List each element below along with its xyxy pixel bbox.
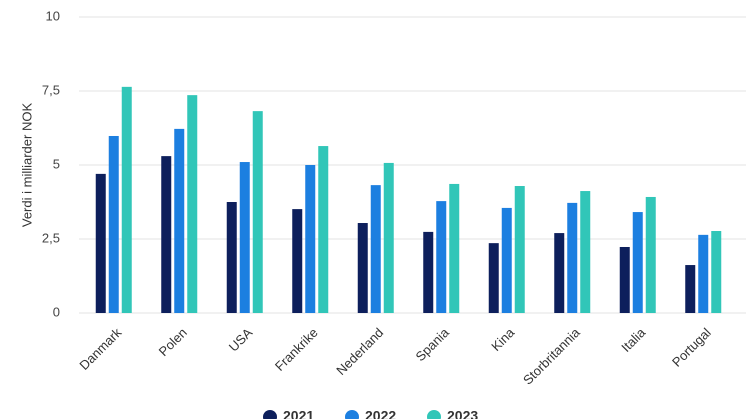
y-tick-label: 5: [53, 156, 60, 171]
bar: [645, 196, 656, 313]
bar: [121, 86, 132, 313]
bar: [292, 209, 303, 313]
y-tick-label: 0: [53, 304, 60, 319]
bar: [383, 162, 394, 313]
x-tick-label: Danmark: [76, 325, 124, 373]
bar: [567, 202, 578, 313]
legend-marker: [263, 410, 277, 419]
bar: [685, 265, 696, 313]
y-tick-label: 10: [46, 8, 60, 23]
bar: [252, 111, 263, 314]
bar: [161, 156, 172, 313]
bar: [108, 135, 119, 313]
bar: [698, 234, 709, 313]
x-tick-label: Nederland: [333, 325, 386, 378]
bar: [318, 146, 329, 313]
bar: [357, 223, 368, 313]
bar: [632, 212, 643, 313]
x-tick-label: USA: [226, 325, 256, 355]
x-tick-label: Polen: [156, 325, 190, 359]
bar: [174, 128, 185, 313]
bar: [554, 233, 565, 313]
bar: [501, 207, 512, 313]
bar: [488, 243, 499, 313]
x-tick-label: Kina: [488, 324, 518, 354]
bar: [239, 162, 250, 313]
bar: [619, 246, 630, 313]
legend-marker: [345, 410, 359, 419]
legend-marker: [427, 410, 441, 419]
bar: [449, 183, 460, 313]
bar: [711, 231, 722, 313]
bar: [305, 165, 316, 313]
y-tick-label: 2,5: [42, 230, 60, 245]
x-tick-label: Italia: [618, 324, 649, 355]
legend-label: 2021: [283, 408, 314, 419]
bar: [514, 186, 525, 313]
x-tick-label: Frankrike: [272, 325, 321, 374]
bar: [580, 191, 591, 313]
bar: [95, 173, 106, 313]
y-axis-title: Verdi i milliarder NOK: [19, 103, 34, 228]
bar: [436, 201, 447, 313]
bar: [226, 202, 237, 313]
legend-label: 2022: [365, 408, 396, 419]
x-tick-label: Portugal: [669, 325, 714, 370]
legend-label: 2023: [447, 408, 478, 419]
bar: [187, 95, 198, 313]
x-tick-label: Spania: [413, 324, 453, 364]
bar: [370, 185, 381, 313]
x-tick-label: Storbritannia: [520, 324, 583, 387]
y-tick-label: 7,5: [42, 82, 60, 97]
bar: [423, 231, 434, 313]
